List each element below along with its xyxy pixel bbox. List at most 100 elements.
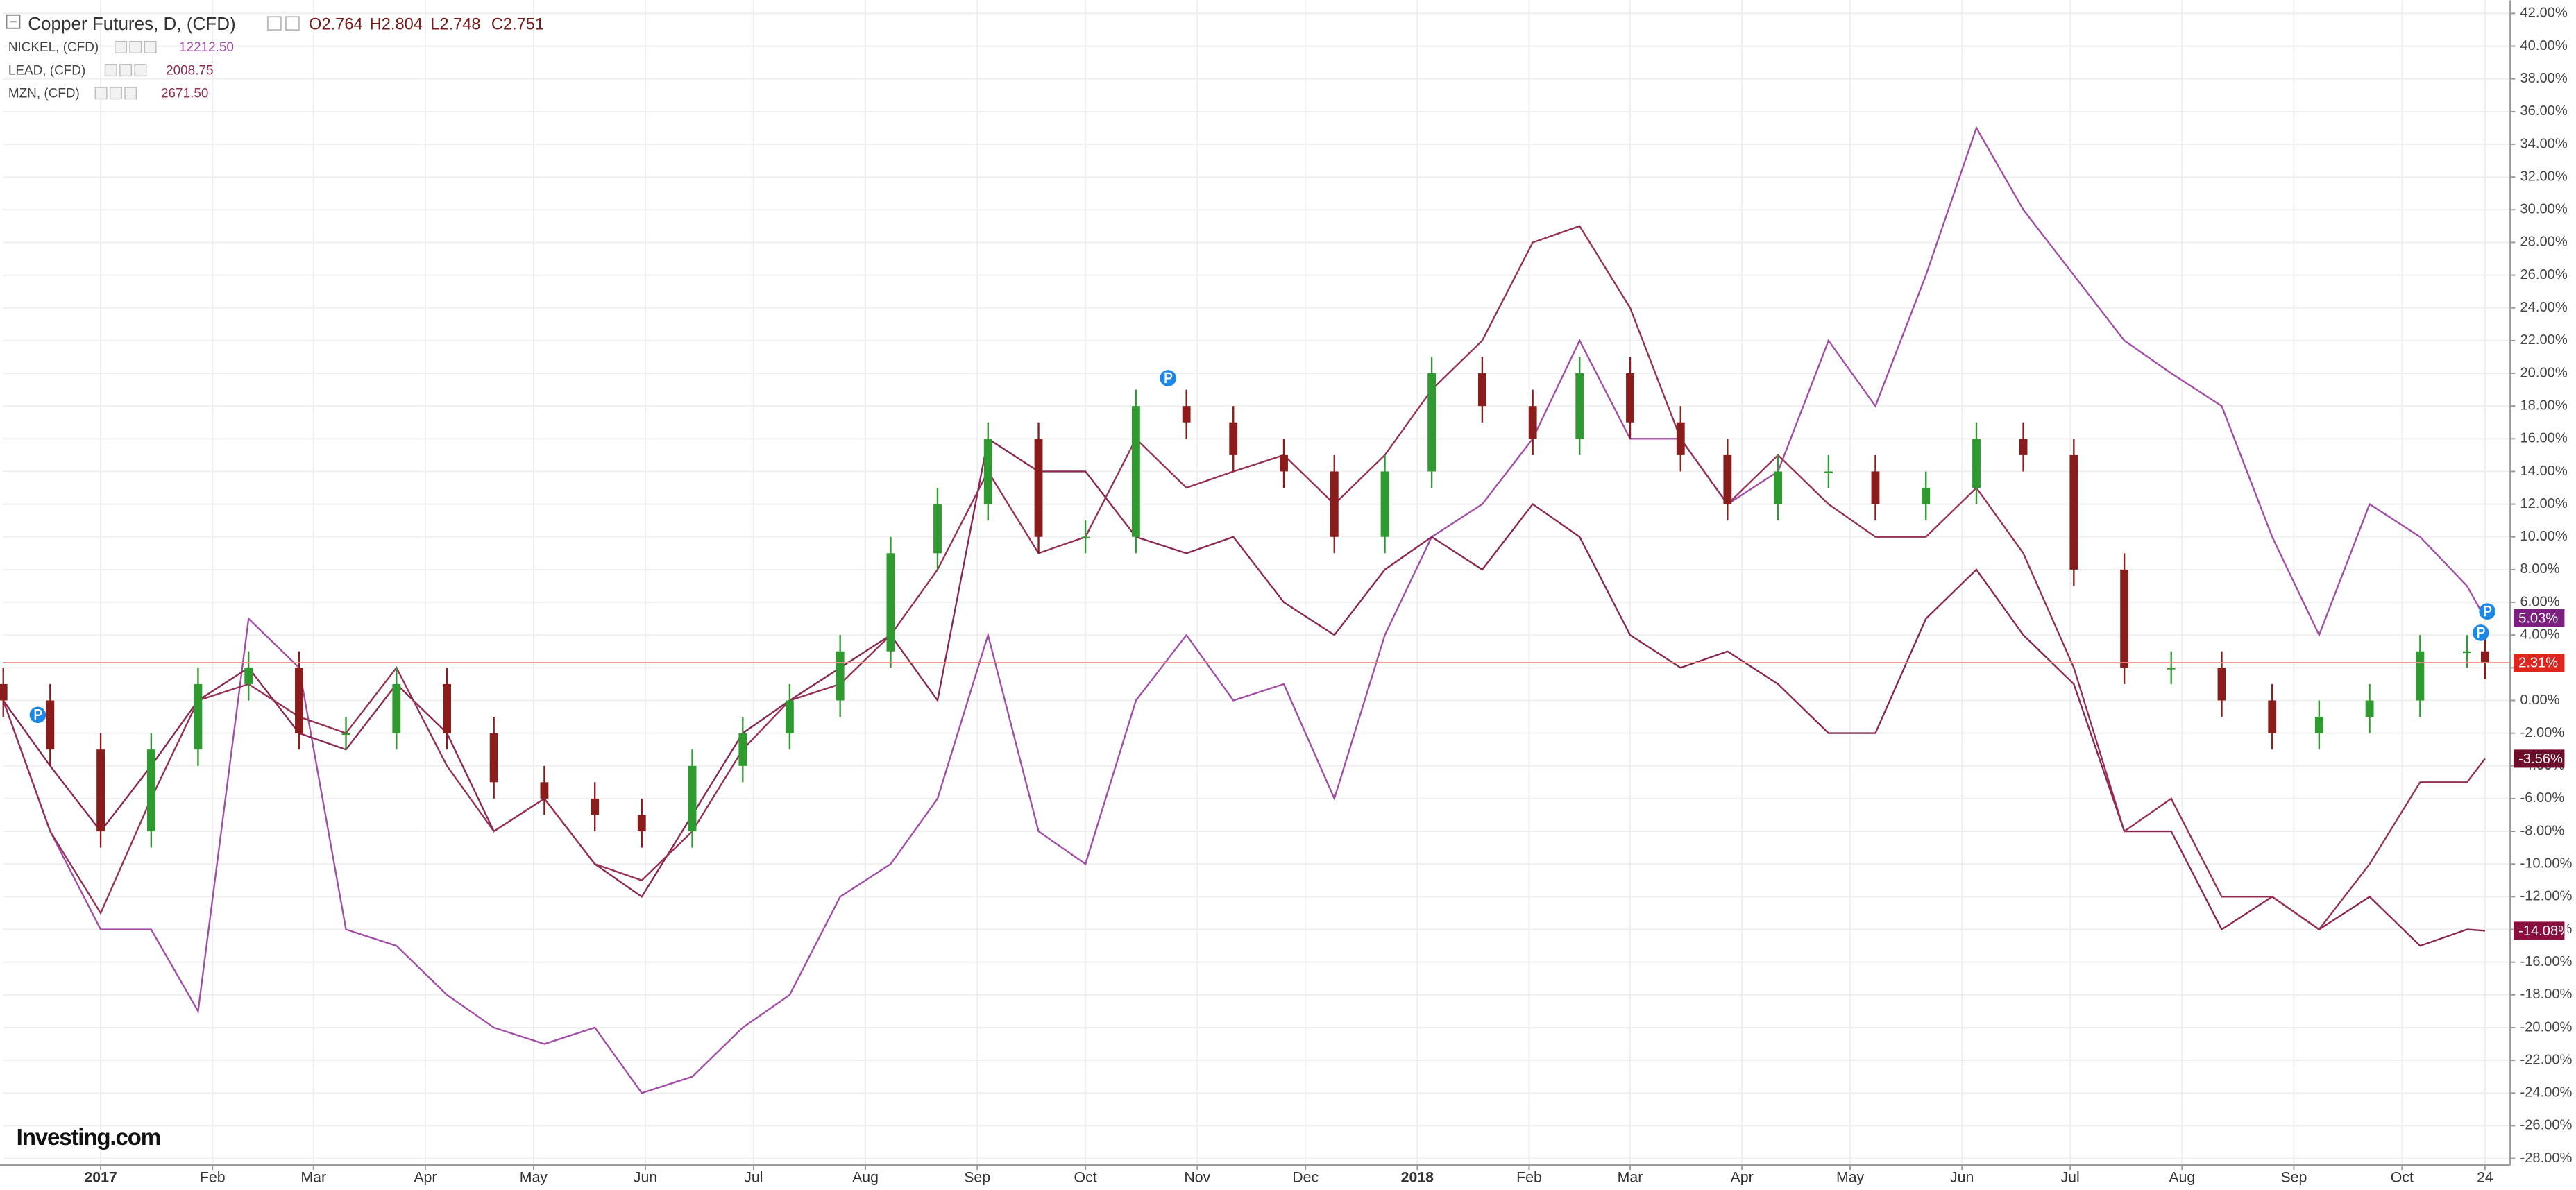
note-marker-glyph <box>34 709 42 720</box>
y-tick-label: -6.00% <box>2520 790 2565 806</box>
candle-body <box>96 749 105 832</box>
collapse-button[interactable] <box>6 14 21 29</box>
candle-body <box>1229 422 1238 455</box>
candle-body <box>1922 488 1931 504</box>
legend-icon[interactable] <box>134 64 147 77</box>
x-tick-label: Jun <box>634 1169 657 1186</box>
y-tick-label: -26.00% <box>2520 1118 2573 1133</box>
candle-body <box>1824 471 1833 473</box>
candle-body <box>2463 651 2471 654</box>
ohlc-value: L2.748 <box>430 15 480 33</box>
comparison-line <box>2 225 2486 931</box>
ohlc-value: O2.764 <box>309 15 363 33</box>
ohlc-value: H2.804 <box>370 15 423 33</box>
x-tick-label: 24 <box>2477 1169 2493 1186</box>
legend-icon[interactable] <box>124 87 137 100</box>
candle-body <box>489 733 498 783</box>
candle-body <box>443 683 452 733</box>
legend-icon[interactable] <box>115 40 127 53</box>
y-tick-label: 4.00% <box>2520 627 2560 642</box>
ohlc-value: C2.751 <box>491 15 544 33</box>
x-tick-label: 2018 <box>1401 1169 1434 1186</box>
close-icon[interactable] <box>285 16 300 31</box>
candle-body <box>886 553 895 652</box>
legend-price: 2671.50 <box>161 86 208 101</box>
y-tick-label: 18.00% <box>2520 398 2568 413</box>
candle-body <box>1081 536 1090 539</box>
legend-icon[interactable] <box>144 40 157 53</box>
legend-icon[interactable] <box>129 40 142 53</box>
x-tick-label: Apr <box>1731 1169 1754 1186</box>
y-tick-label: 42.00% <box>2520 6 2568 21</box>
legend-entry: NICKEL, (CFD) <box>8 40 99 55</box>
candle-body <box>244 668 253 684</box>
candle-body <box>1528 406 1537 439</box>
y-tick-label: 12.00% <box>2520 496 2568 511</box>
y-tick-label: 28.00% <box>2520 235 2568 250</box>
legend-icon[interactable] <box>119 64 133 77</box>
chart-title: Copper Futures, D, (CFD) <box>28 13 235 34</box>
candle-body <box>2217 668 2226 701</box>
x-tick-label: May <box>520 1169 548 1186</box>
series-end-label: -14.08% <box>2518 924 2570 939</box>
candle-body <box>295 668 303 733</box>
y-tick-label: 36.00% <box>2520 103 2568 119</box>
x-tick-label: Jun <box>1950 1169 1974 1186</box>
x-tick-label: Jul <box>744 1169 763 1186</box>
candle-body <box>2416 651 2425 701</box>
legend-entry: MZN, (CFD) <box>8 86 80 101</box>
y-tick-label: -8.00% <box>2520 823 2565 838</box>
x-tick-label: Jul <box>2061 1169 2080 1186</box>
comparison-line <box>2 126 2486 1094</box>
candle-body <box>933 504 942 554</box>
candle-body <box>1774 471 1783 504</box>
x-tick-label: Sep <box>964 1169 990 1186</box>
y-tick-label: -2.00% <box>2520 725 2565 740</box>
price-label: 2.31% <box>2518 656 2558 671</box>
y-tick-label: -20.00% <box>2520 1019 2573 1035</box>
y-tick-label: 38.00% <box>2520 71 2568 86</box>
x-tick-label: Mar <box>1618 1169 1643 1186</box>
y-tick-label: 16.00% <box>2520 431 2568 446</box>
x-tick-label: Sep <box>2280 1169 2307 1186</box>
x-tick-label: Mar <box>300 1169 326 1186</box>
y-tick-label: 0.00% <box>2520 692 2560 708</box>
candle-body <box>1723 454 1732 504</box>
candle-body <box>688 765 697 832</box>
y-tick-label: 20.00% <box>2520 365 2568 380</box>
x-tick-label: Aug <box>852 1169 879 1186</box>
legend-price: 12212.50 <box>179 40 234 55</box>
candle-body <box>1626 373 1634 423</box>
y-tick-label: 24.00% <box>2520 300 2568 315</box>
candle-body <box>540 782 549 799</box>
candle-body <box>1972 439 1981 488</box>
candle-body <box>2120 569 2129 668</box>
note-marker-glyph <box>2484 605 2492 617</box>
x-tick-label: Dec <box>1292 1169 1319 1186</box>
note-marker-glyph <box>2477 627 2485 638</box>
y-tick-label: -12.00% <box>2520 889 2573 904</box>
legend-icon[interactable] <box>109 87 122 100</box>
candle-body <box>2481 651 2489 663</box>
y-tick-label: 14.00% <box>2520 464 2568 479</box>
candle-body <box>1676 422 1685 455</box>
series-end-label: 5.03% <box>2518 611 2558 626</box>
legend-entry: LEAD, (CFD) <box>8 63 85 78</box>
candle-body <box>46 700 55 750</box>
x-tick-label: Feb <box>200 1169 226 1186</box>
comparison-line <box>2 437 2486 947</box>
settings-icon[interactable] <box>266 16 282 31</box>
y-tick-label: 8.00% <box>2520 561 2560 577</box>
series-end-label-box <box>2514 921 2565 940</box>
price-label-box <box>2514 654 2565 672</box>
candle-body <box>2268 700 2277 733</box>
x-tick-label: Oct <box>2391 1169 2414 1186</box>
legend-icon[interactable] <box>104 64 117 77</box>
y-tick-label: 32.00% <box>2520 169 2568 184</box>
x-tick-label: May <box>1836 1169 1865 1186</box>
legend-icon[interactable] <box>94 87 108 100</box>
y-tick-label: -18.00% <box>2520 987 2573 1002</box>
x-tick-label: 2017 <box>84 1169 117 1186</box>
candle-body <box>1380 471 1389 537</box>
